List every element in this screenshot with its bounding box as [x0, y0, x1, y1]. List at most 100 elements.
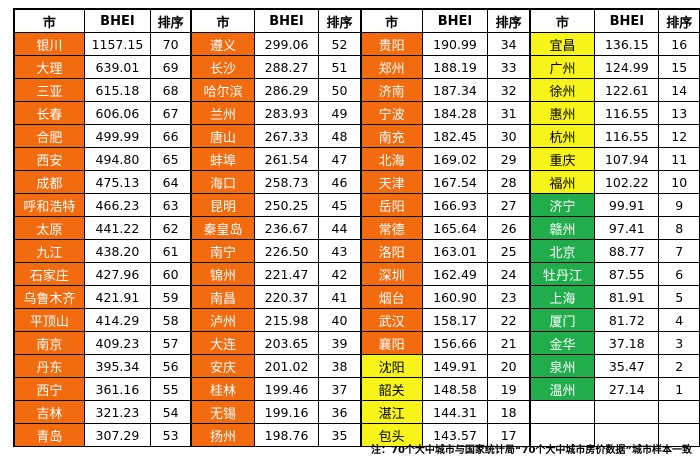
rank-cell: 12: [658, 124, 700, 148]
city-cell: 太原: [12, 216, 85, 240]
city-cell: 济南: [359, 78, 423, 102]
city-cell: 大连: [190, 331, 255, 355]
rank-header: 排序: [150, 8, 192, 33]
rank-cell: 61: [150, 239, 192, 263]
rank-cell: 63: [150, 193, 192, 217]
rank-cell: 17: [487, 423, 531, 447]
city-cell: 南京: [12, 331, 85, 355]
bhei-cell: 258.73: [253, 170, 320, 194]
rank-cell: 55: [150, 377, 192, 401]
bhei-cell: 421.91: [83, 285, 152, 309]
city-cell: 湛江: [359, 400, 423, 424]
rank-cell: 67: [150, 101, 192, 125]
table-row: 大理 639.01 69 长沙 288.27 51 郑州 188.19 33 广州 124.99 15: [12, 55, 700, 79]
city-cell: 北京: [528, 239, 596, 263]
table-row: 青岛 307.29 53 扬州 198.76 35 包头 143.57 17: [12, 423, 700, 447]
rank-cell: 46: [318, 170, 362, 194]
bhei-cell: 236.67: [253, 216, 320, 240]
rank-cell: 16: [658, 32, 700, 56]
bhei-cell: 201.02: [253, 354, 320, 378]
rank-cell: 44: [318, 216, 362, 240]
bhei-cell: 199.16: [253, 400, 320, 424]
bhei-cell: 250.25: [253, 193, 320, 217]
city-cell: 合肥: [12, 124, 85, 148]
rank-cell: 30: [487, 124, 531, 148]
city-cell: 烟台: [359, 285, 423, 309]
bhei-cell: 166.93: [421, 193, 489, 217]
bhei-cell: 199.46: [253, 377, 320, 401]
rank-cell: 11: [658, 147, 700, 171]
table-row: 南京 409.23 57 大连 203.65 39 襄阳 156.66 21 金华 37.18 3: [12, 331, 700, 355]
city-cell: 蚌埠: [190, 147, 255, 171]
rank-cell: 6: [658, 262, 700, 286]
rank-cell: 56: [150, 354, 192, 378]
city-cell: 南宁: [190, 239, 255, 263]
rank-cell: 5: [658, 285, 700, 309]
bhei-cell: 184.28: [421, 101, 489, 125]
bhei-cell: 438.20: [83, 239, 152, 263]
city-cell: 西宁: [12, 377, 85, 401]
bhei-cell: 226.50: [253, 239, 320, 263]
bhei-cell: 160.90: [421, 285, 489, 309]
rank-cell: 28: [487, 170, 531, 194]
city-cell: 安庆: [190, 354, 255, 378]
bhei-cell: 116.55: [594, 101, 660, 125]
city-cell: 长沙: [190, 55, 255, 79]
city-cell: 大理: [12, 55, 85, 79]
bhei-cell: 102.22: [594, 170, 660, 194]
bhei-cell: 203.65: [253, 331, 320, 355]
rank-cell: 60: [150, 262, 192, 286]
city-cell: 韶关: [359, 377, 423, 401]
city-cell: 九江: [12, 239, 85, 263]
rank-cell: 27: [487, 193, 531, 217]
rank-cell: 9: [658, 193, 700, 217]
city-cell: 徐州: [528, 78, 596, 102]
bhei-cell: 35.47: [594, 354, 660, 378]
rank-cell: 32: [487, 78, 531, 102]
rank-cell: 43: [318, 239, 362, 263]
city-cell: 宁波: [359, 101, 423, 125]
rank-cell: 37: [318, 377, 362, 401]
rank-cell: 59: [150, 285, 192, 309]
bhei-cell: 81.72: [594, 308, 660, 332]
city-cell: 唐山: [190, 124, 255, 148]
rank-cell: 68: [150, 78, 192, 102]
rank-cell: 41: [318, 285, 362, 309]
bhei-cell: 494.80: [83, 147, 152, 171]
bhei-cell: [594, 423, 660, 447]
bhei-cell: 148.58: [421, 377, 489, 401]
table-row: 长春 606.06 67 兰州 283.93 49 宁波 184.28 31 惠州 116.55 13: [12, 101, 700, 125]
city-cell: 包头: [359, 423, 423, 447]
bhei-cell: 198.76: [253, 423, 320, 447]
city-cell: 海口: [190, 170, 255, 194]
city-cell: 金华: [528, 331, 596, 355]
rank-header: 排序: [658, 8, 700, 33]
rank-cell: [658, 423, 700, 447]
city-cell: 石家庄: [12, 262, 85, 286]
city-cell: 成都: [12, 170, 85, 194]
rank-cell: 24: [487, 262, 531, 286]
city-cell: 沈阳: [359, 354, 423, 378]
bhei-cell: 261.54: [253, 147, 320, 171]
city-cell: [528, 400, 596, 424]
bhei-cell: 286.29: [253, 78, 320, 102]
bhei-cell: 165.64: [421, 216, 489, 240]
table-row: 呼和浩特 466.23 63 昆明 250.25 45 岳阳 166.93 27 济宁 99.91 9: [12, 193, 700, 217]
rank-cell: 18: [487, 400, 531, 424]
table-row: 九江 438.20 61 南宁 226.50 43 洛阳 163.01 25 北京 88.77 7: [12, 239, 700, 263]
table-header-row: 市 BHEI 排序市 BHEI 排序市 BHEI 排序市 BHEI 排序: [12, 8, 700, 33]
rank-cell: 62: [150, 216, 192, 240]
table-row: 乌鲁木齐 421.91 59 南昌 220.37 41 烟台 160.90 23 上海 81.91 5: [12, 285, 700, 309]
bhei-cell: 149.91: [421, 354, 489, 378]
table-row: 石家庄 427.96 60 锦州 221.47 42 深圳 162.49 24 牡丹江 87.55 6: [12, 262, 700, 286]
bhei-cell: 158.17: [421, 308, 489, 332]
city-cell: 西安: [12, 147, 85, 171]
rank-cell: 58: [150, 308, 192, 332]
bhei-cell: 124.99: [594, 55, 660, 79]
city-cell: 深圳: [359, 262, 423, 286]
bhei-cell: 466.23: [83, 193, 152, 217]
rank-cell: 45: [318, 193, 362, 217]
rank-cell: 25: [487, 239, 531, 263]
city-cell: 洛阳: [359, 239, 423, 263]
bhei-cell: 475.13: [83, 170, 152, 194]
